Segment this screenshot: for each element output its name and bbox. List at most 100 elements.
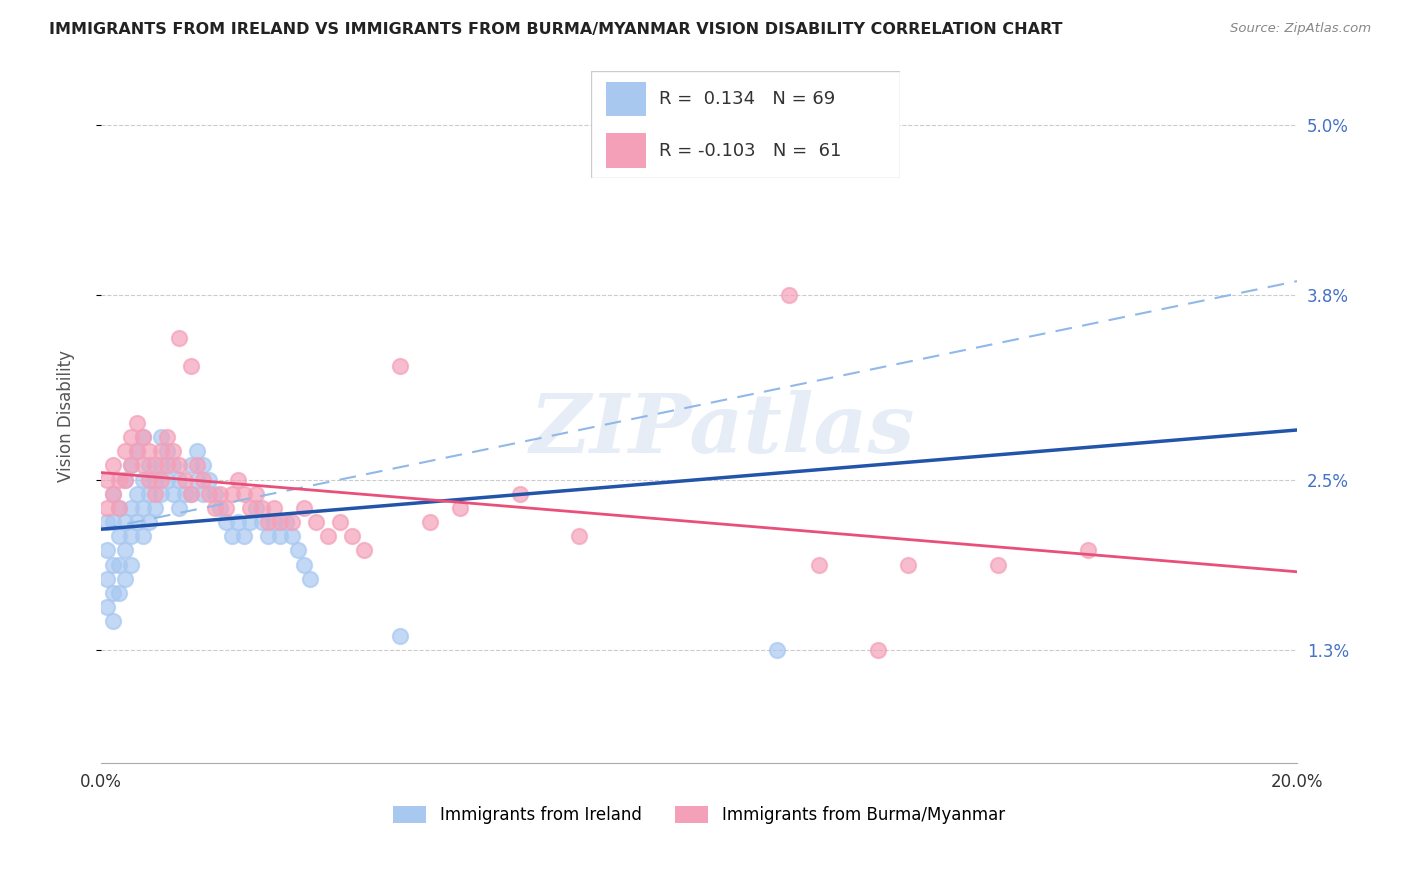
Point bbox=[765, 642, 787, 657]
Point bbox=[167, 458, 190, 473]
Point bbox=[239, 515, 262, 529]
Point bbox=[125, 487, 148, 501]
Point bbox=[114, 473, 136, 487]
Point bbox=[281, 529, 304, 543]
Point bbox=[138, 473, 160, 487]
Point bbox=[167, 473, 190, 487]
Point bbox=[180, 458, 202, 473]
Point bbox=[167, 500, 190, 515]
Point bbox=[125, 444, 148, 458]
Point bbox=[221, 487, 243, 501]
Point bbox=[138, 458, 160, 473]
Point bbox=[233, 487, 256, 501]
Point bbox=[138, 515, 160, 529]
Point bbox=[987, 558, 1010, 572]
Point bbox=[287, 543, 309, 558]
Point bbox=[305, 515, 328, 529]
Text: R = -0.103   N =  61: R = -0.103 N = 61 bbox=[658, 142, 841, 160]
Point bbox=[132, 500, 155, 515]
Point bbox=[96, 515, 118, 529]
Point bbox=[197, 473, 219, 487]
Point bbox=[132, 458, 155, 473]
Point bbox=[162, 487, 184, 501]
Legend: Immigrants from Ireland, Immigrants from Burma/Myanmar: Immigrants from Ireland, Immigrants from… bbox=[394, 806, 1005, 824]
Point bbox=[101, 458, 124, 473]
Point bbox=[329, 515, 352, 529]
Point bbox=[252, 515, 274, 529]
Point bbox=[239, 500, 262, 515]
Point bbox=[292, 558, 315, 572]
Point bbox=[186, 473, 208, 487]
Point bbox=[125, 416, 148, 430]
Point bbox=[209, 487, 232, 501]
Point bbox=[162, 458, 184, 473]
Point bbox=[96, 473, 118, 487]
Point bbox=[149, 444, 172, 458]
Point bbox=[1077, 543, 1099, 558]
Point bbox=[508, 487, 530, 501]
FancyBboxPatch shape bbox=[606, 82, 647, 116]
Point bbox=[245, 500, 267, 515]
Point bbox=[299, 572, 322, 586]
Point bbox=[120, 430, 142, 444]
Point bbox=[388, 359, 411, 374]
Point bbox=[132, 473, 155, 487]
Point bbox=[162, 444, 184, 458]
FancyBboxPatch shape bbox=[606, 134, 647, 168]
Point bbox=[101, 487, 124, 501]
Point bbox=[897, 558, 920, 572]
Point bbox=[143, 458, 166, 473]
Point bbox=[132, 430, 155, 444]
Point bbox=[96, 600, 118, 615]
Point bbox=[167, 331, 190, 345]
Point bbox=[173, 473, 195, 487]
Point bbox=[252, 500, 274, 515]
Point bbox=[388, 628, 411, 642]
Point bbox=[180, 487, 202, 501]
Point bbox=[263, 500, 285, 515]
Point bbox=[114, 444, 136, 458]
Point bbox=[233, 529, 256, 543]
Point bbox=[257, 529, 280, 543]
Point bbox=[108, 500, 131, 515]
Point bbox=[149, 487, 172, 501]
Text: Source: ZipAtlas.com: Source: ZipAtlas.com bbox=[1230, 22, 1371, 36]
Point bbox=[114, 543, 136, 558]
Point bbox=[96, 500, 118, 515]
Y-axis label: Vision Disability: Vision Disability bbox=[58, 350, 75, 482]
Point bbox=[228, 515, 250, 529]
Point bbox=[114, 515, 136, 529]
Point bbox=[120, 500, 142, 515]
Point bbox=[868, 642, 890, 657]
Point bbox=[186, 458, 208, 473]
Text: R =  0.134   N = 69: R = 0.134 N = 69 bbox=[658, 90, 835, 108]
Text: IMMIGRANTS FROM IRELAND VS IMMIGRANTS FROM BURMA/MYANMAR VISION DISABILITY CORRE: IMMIGRANTS FROM IRELAND VS IMMIGRANTS FR… bbox=[49, 22, 1063, 37]
Point bbox=[149, 458, 172, 473]
Point bbox=[449, 500, 471, 515]
Point bbox=[114, 572, 136, 586]
Point bbox=[269, 529, 291, 543]
Point bbox=[108, 586, 131, 600]
Point bbox=[173, 487, 195, 501]
Point bbox=[186, 444, 208, 458]
Point bbox=[353, 543, 375, 558]
Point bbox=[197, 487, 219, 501]
Point bbox=[257, 515, 280, 529]
Point bbox=[316, 529, 339, 543]
Point bbox=[221, 529, 243, 543]
Point bbox=[807, 558, 830, 572]
Point bbox=[156, 473, 179, 487]
Point bbox=[263, 515, 285, 529]
Point bbox=[120, 458, 142, 473]
Point bbox=[132, 430, 155, 444]
Point bbox=[276, 515, 298, 529]
Point bbox=[138, 444, 160, 458]
Point bbox=[120, 529, 142, 543]
Point bbox=[215, 500, 238, 515]
Point bbox=[209, 500, 232, 515]
Point bbox=[101, 615, 124, 629]
Point bbox=[156, 444, 179, 458]
Point bbox=[245, 487, 267, 501]
Point bbox=[114, 473, 136, 487]
Point bbox=[120, 458, 142, 473]
